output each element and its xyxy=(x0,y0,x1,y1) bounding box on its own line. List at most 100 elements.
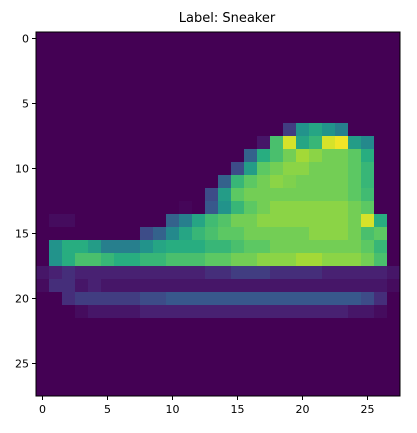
heatmap-cell xyxy=(114,32,128,46)
heatmap-cell xyxy=(127,123,141,137)
heatmap-cell xyxy=(192,149,206,163)
heatmap-cell xyxy=(205,266,219,280)
heatmap-cell xyxy=(335,253,349,267)
heatmap-cell xyxy=(62,292,76,306)
heatmap-cell xyxy=(231,32,245,46)
heatmap-cell xyxy=(231,318,245,332)
heatmap-cell xyxy=(75,331,89,345)
heatmap-cell xyxy=(348,162,362,176)
heatmap-cell xyxy=(257,201,271,215)
heatmap-cell xyxy=(140,240,154,254)
heatmap-cell xyxy=(140,292,154,306)
heatmap-cell xyxy=(114,110,128,124)
heatmap-cell xyxy=(62,136,76,150)
heatmap-cell xyxy=(335,162,349,176)
heatmap-cell xyxy=(101,149,115,163)
heatmap-cell xyxy=(387,318,401,332)
heatmap-cell xyxy=(283,227,297,241)
heatmap-cell xyxy=(348,227,362,241)
heatmap-cell xyxy=(179,136,193,150)
heatmap-cell xyxy=(49,331,63,345)
heatmap-cell xyxy=(309,344,323,358)
heatmap-cell xyxy=(322,279,336,293)
heatmap-cell xyxy=(257,214,271,228)
heatmap-cell xyxy=(283,162,297,176)
heatmap-cell xyxy=(192,383,206,397)
heatmap-cell xyxy=(153,149,167,163)
heatmap-cell xyxy=(348,253,362,267)
heatmap-cell xyxy=(75,45,89,59)
heatmap-cell xyxy=(192,162,206,176)
heatmap-cell xyxy=(140,331,154,345)
heatmap-cell xyxy=(114,292,128,306)
heatmap-cell xyxy=(231,292,245,306)
heatmap-cell xyxy=(283,71,297,85)
heatmap-cell xyxy=(49,370,63,384)
heatmap-cell xyxy=(88,149,102,163)
chart-title: Label: Sneaker xyxy=(179,11,276,26)
heatmap-cell xyxy=(231,84,245,98)
heatmap-cell xyxy=(270,292,284,306)
heatmap-cell xyxy=(205,162,219,176)
heatmap-cell xyxy=(270,357,284,371)
heatmap-cell xyxy=(387,227,401,241)
heatmap-cell xyxy=(374,162,388,176)
heatmap-cell xyxy=(179,318,193,332)
heatmap-cell xyxy=(244,214,258,228)
heatmap-cell xyxy=(361,344,375,358)
heatmap-cell xyxy=(166,188,180,202)
heatmap-cell xyxy=(153,71,167,85)
heatmap-cell xyxy=(140,188,154,202)
heatmap-cell xyxy=(231,149,245,163)
heatmap-cell xyxy=(387,162,401,176)
heatmap-cell xyxy=(205,305,219,319)
heatmap-cell xyxy=(374,266,388,280)
heatmap-cell xyxy=(153,45,167,59)
heatmap-cell xyxy=(361,331,375,345)
heatmap-cell xyxy=(348,149,362,163)
heatmap-cell xyxy=(296,344,310,358)
heatmap-cell xyxy=(309,97,323,111)
heatmap-cell xyxy=(101,32,115,46)
heatmap-cell xyxy=(75,253,89,267)
heatmap-cell xyxy=(36,383,50,397)
heatmap-cell xyxy=(231,45,245,59)
heatmap-cell xyxy=(166,110,180,124)
heatmap-cell xyxy=(49,32,63,46)
heatmap-cell xyxy=(218,175,232,189)
heatmap-cell xyxy=(75,149,89,163)
heatmap-cell xyxy=(296,58,310,72)
heatmap-cell xyxy=(127,318,141,332)
heatmap-cell xyxy=(36,344,50,358)
heatmap-cell xyxy=(205,227,219,241)
heatmap-cell xyxy=(361,227,375,241)
heatmap-cell xyxy=(62,266,76,280)
heatmap-cell xyxy=(335,201,349,215)
heatmap-cell xyxy=(166,292,180,306)
heatmap-cell xyxy=(335,136,349,150)
heatmap-cell xyxy=(114,123,128,137)
heatmap-cell xyxy=(75,71,89,85)
heatmap-cell xyxy=(153,214,167,228)
heatmap-cell xyxy=(205,45,219,59)
heatmap-cell xyxy=(166,97,180,111)
heatmap-cell xyxy=(205,123,219,137)
heatmap-cell xyxy=(140,58,154,72)
heatmap-cell xyxy=(101,370,115,384)
heatmap-cell xyxy=(283,357,297,371)
heatmap-cell xyxy=(88,84,102,98)
heatmap-cell xyxy=(257,175,271,189)
heatmap-cell xyxy=(36,201,50,215)
heatmap-cell xyxy=(231,383,245,397)
heatmap-cell xyxy=(309,136,323,150)
heatmap-cell xyxy=(218,318,232,332)
heatmap-cell xyxy=(88,110,102,124)
heatmap-cell xyxy=(192,266,206,280)
heatmap-cell xyxy=(192,240,206,254)
heatmap-cell xyxy=(309,84,323,98)
heatmap-cell xyxy=(244,370,258,384)
heatmap-cell xyxy=(114,383,128,397)
heatmap-cell xyxy=(335,266,349,280)
heatmap-cell xyxy=(296,279,310,293)
heatmap-cell xyxy=(283,344,297,358)
